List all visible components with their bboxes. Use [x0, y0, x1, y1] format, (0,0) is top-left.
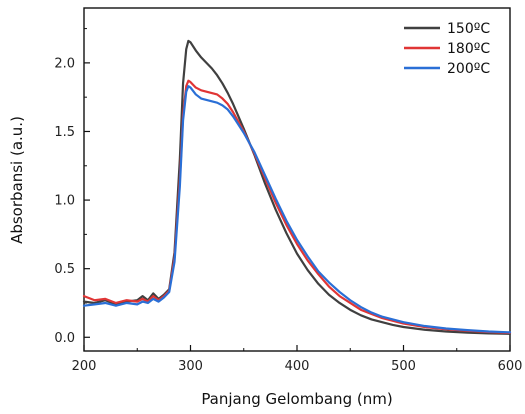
x-tick-label: 300	[178, 359, 203, 374]
series-group	[82, 39, 512, 335]
y-tick-label: 0.5	[54, 262, 75, 277]
y-axis-title: Absorbansi (a.u.)	[8, 116, 26, 244]
series-line-1	[82, 39, 512, 335]
legend: 150ºC 180ºC 200ºC	[404, 21, 490, 77]
y-tick-label: 0.0	[54, 331, 75, 346]
axis-ticks: 200 300 400 500 600 0.0 0.5 1.0 1.5 2.0	[54, 28, 523, 374]
x-tick-label: 500	[391, 359, 416, 374]
x-axis-title: Panjang Gelombang (nm)	[201, 390, 392, 408]
series-line-3	[82, 85, 512, 334]
x-tick-label: 200	[72, 359, 97, 374]
series-line-2	[82, 79, 512, 334]
y-tick-label: 1.0	[54, 194, 75, 209]
legend-label-1: 150ºC	[447, 21, 490, 37]
y-tick-label: 2.0	[54, 56, 75, 71]
x-tick-label: 600	[498, 359, 523, 374]
legend-label-2: 180ºC	[447, 41, 490, 57]
legend-label-3: 200ºC	[447, 61, 490, 77]
y-tick-label: 1.5	[54, 125, 75, 140]
x-tick-label: 400	[285, 359, 310, 374]
